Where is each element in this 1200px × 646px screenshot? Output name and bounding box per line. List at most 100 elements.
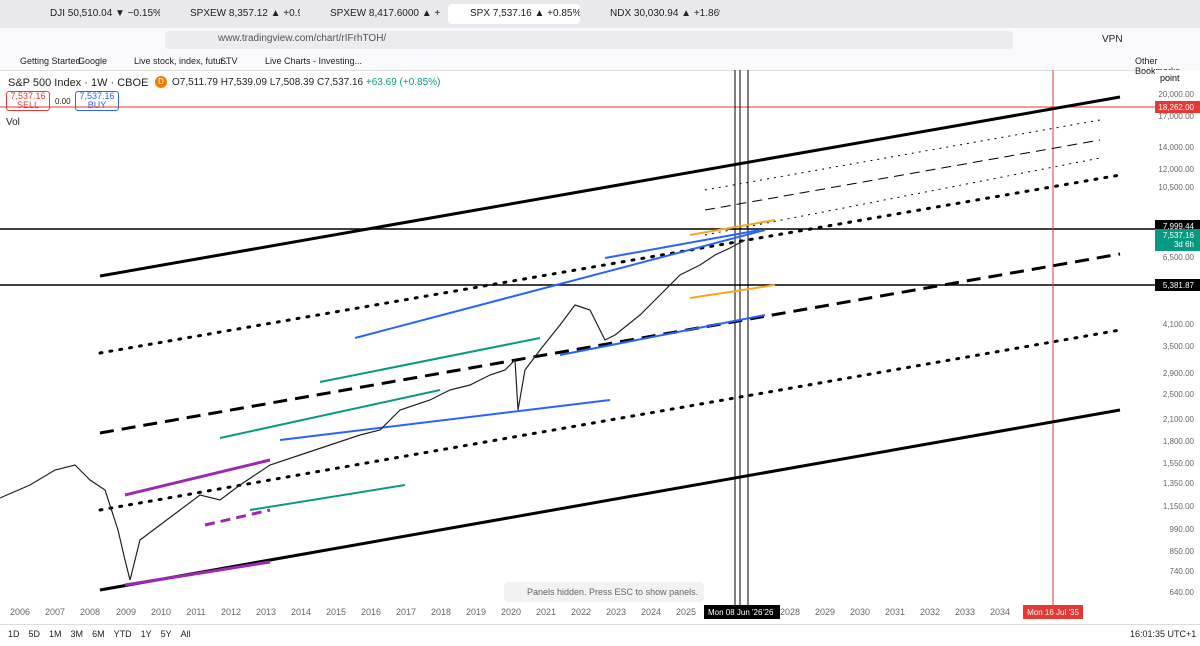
- price-tag: [1155, 101, 1200, 113]
- spread: 0.00: [55, 97, 71, 106]
- purple-dash: [204, 508, 271, 527]
- bottom-toolbar: [0, 624, 1200, 646]
- year-label: 2028: [780, 607, 800, 617]
- year-label: 2034: [990, 607, 1010, 617]
- price-label: 1,550.00: [1163, 459, 1195, 468]
- bookmarks-bar: [0, 52, 1200, 71]
- price-label: 990.00: [1170, 525, 1195, 534]
- address[interactable]: www.tradingview.com/chart/rIFrhTOH/: [218, 33, 387, 44]
- orange-line: [689, 284, 776, 299]
- tab[interactable]: NDX 30,030.94 ▲ +1.86% NP N: [610, 8, 720, 19]
- year-label: 2013: [256, 607, 276, 617]
- price-label: 17,000.00: [1158, 112, 1194, 121]
- price-label: 850.00: [1170, 547, 1195, 556]
- tab[interactable]: SPX 7,537.16 ▲ +0.85% NP SPX: [448, 4, 580, 24]
- year-label: 2014: [291, 607, 311, 617]
- teal-line: [319, 337, 541, 383]
- countdown: 3d 6h: [1174, 240, 1194, 249]
- range-button[interactable]: YTD: [113, 629, 132, 639]
- year-label: 2032: [920, 607, 940, 617]
- year-label: 2011: [186, 607, 205, 617]
- price-label: 2,100.00: [1163, 415, 1195, 424]
- tab[interactable]: SPXEW 8,417.6000 ▲ +0.72% N: [330, 8, 440, 19]
- blue-line: [559, 314, 766, 356]
- range-button[interactable]: 1M: [49, 629, 62, 639]
- bookmark[interactable]: Live Charts - Investing...: [265, 56, 363, 66]
- time-axis-labels: 2006 2007 2008 2009 2010 2011 2012 2013 2014 2015…: [10, 605, 1083, 619]
- price-label: 20,000.00: [1158, 90, 1194, 99]
- blue-line: [279, 399, 611, 441]
- sell-price: 7,537.16: [10, 91, 46, 101]
- tab[interactable]: SPXEW 8,357.12 ▲ +0.92% NP: [190, 8, 300, 19]
- price-label: 2,500.00: [1163, 390, 1195, 399]
- axis-unit: point: [1160, 73, 1180, 83]
- range-button[interactable]: 5Y: [160, 629, 172, 639]
- year-label: 2021: [536, 607, 556, 617]
- range-button[interactable]: 5D: [28, 629, 41, 639]
- symbol-title: S&P 500 Index · 1W · CBOE: [8, 77, 149, 89]
- price-label: 1,800.00: [1163, 437, 1195, 446]
- purple-line: [124, 560, 271, 587]
- range-button[interactable]: All: [180, 629, 191, 639]
- bookmark[interactable]: STV: [220, 56, 238, 66]
- year-label: 2022: [571, 607, 591, 617]
- channel-dashed: [99, 252, 1121, 435]
- range-button[interactable]: 3M: [70, 629, 84, 639]
- blue-line: [604, 229, 761, 259]
- vpn[interactable]: VPN: [1102, 34, 1123, 45]
- year-label: 2008: [80, 607, 100, 617]
- ranges: 1D 5D 1M 3M 6M YTD 1Y 5Y All: [8, 629, 200, 639]
- channel-bottom: [99, 408, 1121, 592]
- drawings: [0, 70, 1155, 610]
- year-label: 2012: [221, 607, 241, 617]
- purple-line: [124, 458, 271, 497]
- open: O7,511.79: [172, 77, 218, 88]
- toast: [504, 582, 704, 602]
- vol-label: Vol: [6, 117, 20, 128]
- buy-button[interactable]: 7,537.16 BUY: [75, 91, 119, 111]
- range-button[interactable]: 1D: [8, 629, 20, 639]
- red-label: Mon 16 Jul '35: [1027, 608, 1079, 617]
- tab-bar: [0, 0, 1200, 28]
- cursor-end: '26: [763, 608, 774, 617]
- price-label: 10,500.00: [1158, 183, 1194, 192]
- tab[interactable]: DJI 50,510.04 ▼ −0.15% NP DJI: [50, 8, 160, 19]
- year-label: 2024: [641, 607, 661, 617]
- channel-top: [99, 95, 1121, 278]
- price-tag: [1155, 229, 1200, 251]
- bookmark[interactable]: Getting Started: [20, 56, 81, 66]
- year-label: 2015: [326, 607, 346, 617]
- sell-button[interactable]: 7,537.16 SELL: [6, 91, 50, 111]
- year-label: 2020: [501, 607, 521, 617]
- year-label: 2033: [955, 607, 975, 617]
- range-button[interactable]: 1Y: [140, 629, 152, 639]
- price-line: [0, 239, 746, 581]
- bookmark[interactable]: Google: [78, 56, 108, 66]
- price-tag-text: 18,262.00: [1158, 103, 1194, 112]
- price-tag-text: 7,999.44: [1163, 222, 1195, 231]
- price-axis-labels: point 20,000.00 17,000.00 14,000.00 12,000.0…: [1155, 73, 1200, 597]
- clock: 16:01:35 UTC+1: [1130, 629, 1197, 639]
- dashed: [704, 139, 1101, 211]
- year-label: 2007: [45, 607, 65, 617]
- range-button[interactable]: 6M: [92, 629, 105, 639]
- year-label: 2030: [850, 607, 870, 617]
- year-label: 2025: [676, 607, 696, 617]
- orange-line: [689, 219, 776, 236]
- buy-price: 7,537.16: [79, 91, 115, 101]
- blue-line: [354, 229, 766, 339]
- sell-label: SELL: [16, 100, 40, 110]
- dotted: [704, 157, 1101, 236]
- price-label: 740.00: [1170, 567, 1195, 576]
- year-label: 2017: [396, 607, 416, 617]
- price-label: 4,100.00: [1163, 320, 1195, 329]
- teal-line: [219, 389, 441, 439]
- price-label: 6,500.00: [1163, 253, 1195, 262]
- low: L7,508.39: [269, 77, 315, 88]
- address-box[interactable]: [165, 31, 1013, 49]
- badge: D: [155, 76, 167, 88]
- dotted: [704, 119, 1101, 191]
- toast-text: Panels hidden. Press ESC to show panels.: [527, 587, 698, 597]
- bookmark[interactable]: Live stock, index, futur...: [134, 56, 231, 66]
